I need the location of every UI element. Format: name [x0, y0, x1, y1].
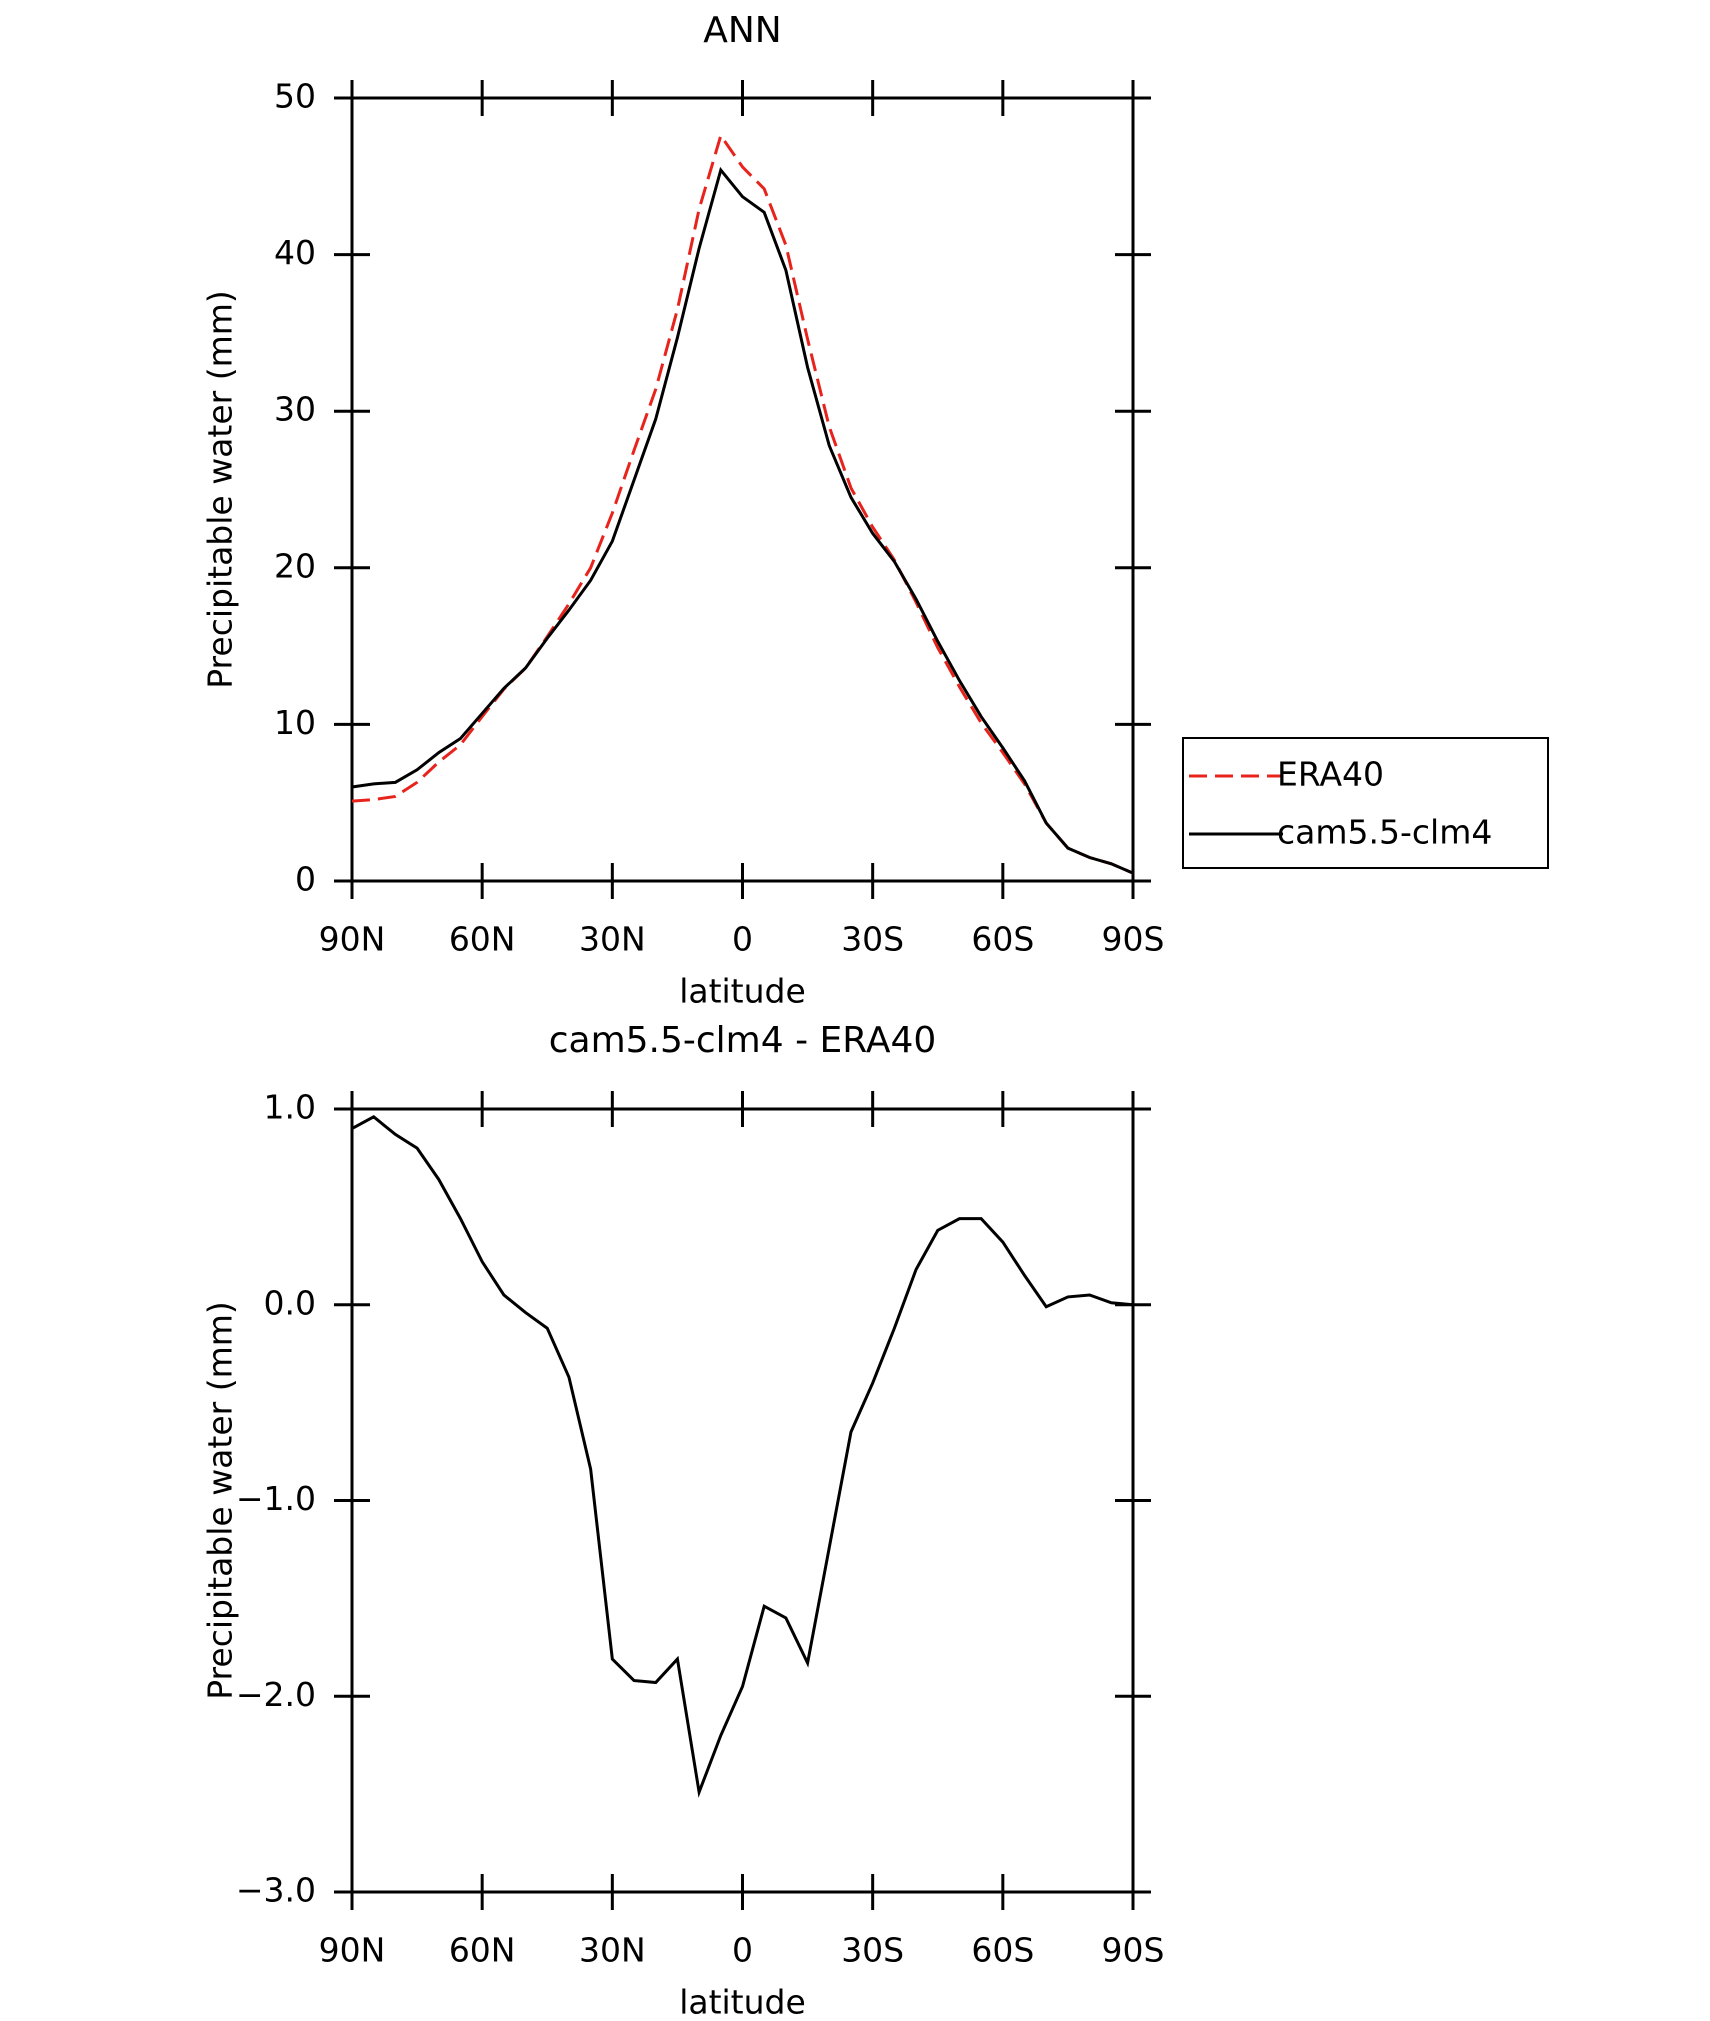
y-tick-label: 30	[274, 390, 316, 429]
y-tick-label: 20	[274, 546, 316, 585]
y-axis-label: Precipitable water (mm)	[201, 290, 240, 689]
x-tick-label: 30S	[841, 1931, 904, 1970]
y-tick-label: 1.0	[264, 1088, 316, 1127]
x-tick-label: 60S	[971, 1931, 1034, 1970]
x-tick-label: 60N	[449, 1931, 516, 1970]
chart-title: ANN	[703, 10, 782, 51]
x-tick-label: 90N	[319, 1931, 386, 1970]
legend-label: ERA40	[1277, 755, 1384, 794]
plot-frame	[350, 96, 1135, 883]
y-tick-label: 0.0	[264, 1283, 316, 1322]
y-tick-label: 10	[274, 703, 316, 742]
x-tick-label: 60S	[971, 920, 1034, 959]
y-tick-label: −2.0	[236, 1675, 316, 1714]
x-tick-label: 90N	[319, 920, 386, 959]
y-axis-label: Precipitable water (mm)	[201, 1301, 240, 1700]
x-tick-label: 30N	[579, 920, 646, 959]
x-axis-label: latitude	[679, 1983, 806, 2021]
chart-title: cam5.5-clm4 - ERA40	[549, 1020, 937, 1061]
x-tick-label: 30N	[579, 1931, 646, 1970]
x-axis-label: latitude	[679, 972, 806, 1011]
data-line	[351, 132, 1134, 875]
y-tick-label: −3.0	[236, 1871, 316, 1910]
y-tick-label: 0	[295, 860, 316, 899]
x-tick-label: 90S	[1102, 920, 1165, 959]
x-tick-label: 0	[732, 920, 753, 959]
y-tick-label: −1.0	[236, 1479, 316, 1518]
x-tick-label: 60N	[449, 920, 516, 959]
data-line	[351, 166, 1134, 875]
legend-label: cam5.5-clm4	[1277, 813, 1492, 852]
legend-box	[1182, 737, 1549, 869]
y-tick-label: 40	[274, 233, 316, 272]
x-tick-label: 90S	[1102, 1931, 1165, 1970]
data-line	[351, 1115, 1134, 1798]
x-tick-label: 30S	[841, 920, 904, 959]
x-tick-label: 0	[732, 1931, 753, 1970]
y-tick-label: 50	[274, 77, 316, 116]
plot-frame	[350, 1107, 1135, 1894]
